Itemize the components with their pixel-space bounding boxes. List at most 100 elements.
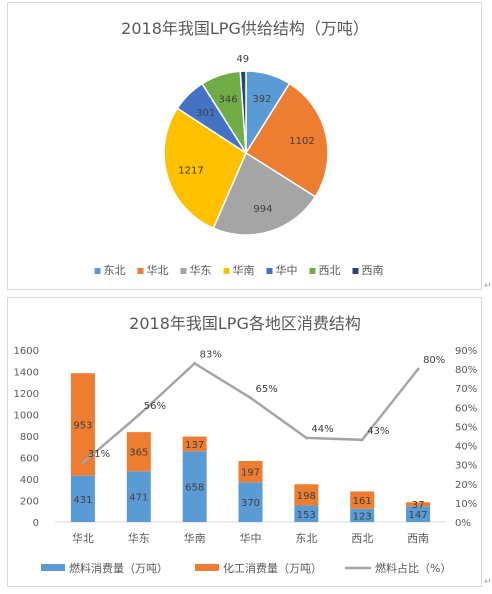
fuel-bar-东北 [294,505,319,522]
line-data-label: 80% [423,355,445,366]
fuel-share-point [81,461,85,465]
y2-tick-label: 40% [455,442,477,453]
y2-tick-label: 70% [455,384,477,395]
pie-slice-华北 [244,82,329,198]
legend-swatch [266,268,273,274]
pie-chart-title: 2018年我国LPG供给结构（万吨） [121,19,369,38]
y-tick-label: 1000 [14,411,39,422]
legend-label: 华南 [233,263,255,277]
line-data-label: 44% [311,424,333,435]
y2-tick-label: 0% [455,518,471,529]
y2-tick-label: 50% [455,422,477,433]
bar-data-label: 137 [185,440,204,451]
y-tick-label: 600 [20,454,39,465]
line-data-label: 65% [256,384,278,395]
y2-tick-label: 20% [455,480,477,491]
bar-data-label: 147 [409,510,428,521]
pie-data-label: 301 [196,108,215,119]
pie-data-label: 994 [253,204,272,215]
pie-data-label: 346 [219,95,238,106]
legend-swatch [137,268,144,274]
y-tick-label: 200 [20,497,39,508]
line-data-label: 83% [200,349,222,360]
pie-slice-华东 [212,151,317,236]
fuel-bar-西北 [350,508,375,522]
y-tick-label: 1400 [14,368,39,379]
bar-data-label: 658 [185,483,204,494]
chem-bar-华中 [238,461,263,483]
fuel-bar-华北 [70,475,95,522]
x-tick-label: 华南 [184,531,206,545]
fuel-bar-华南 [182,451,207,522]
paragraph-mark: ↵ [484,281,492,291]
chem-bar-华南 [182,436,207,452]
legend-label: 华东 [190,263,212,277]
pie-chart-panel: 2018年我国LPG供给结构（万吨） 392 1102 994 1217 301 346 49… [7,2,482,290]
paragraph-mark: ↵ [484,577,492,587]
bar-data-label: 37 [412,500,425,511]
pie-data-label: 49 [236,54,249,65]
legend-swatch [223,268,230,274]
line-data-label: 43% [367,426,389,437]
pie-slice-西南 [239,70,247,154]
x-tick-label: 华东 [128,531,150,545]
legend-label: 西北 [319,264,341,277]
pie-chart: 2018年我国LPG供给结构（万吨） 392 1102 994 1217 301 346 49… [94,19,384,277]
bar-data-label: 153 [297,510,316,521]
legend-label: 化工消费量（万吨） [223,561,322,575]
x-tick-label: 华中 [240,531,262,545]
bar-data-label: 431 [73,495,92,506]
bar-data-label: 161 [353,496,372,507]
legend-label: 华北 [147,263,169,277]
pie-data-label: 1102 [289,136,314,147]
fuel-bar-华东 [126,471,151,522]
legend-label: 西南 [362,264,384,277]
y2-tick-label: 60% [455,403,477,414]
x-tick-label: 西北 [351,532,373,545]
bar-data-label: 197 [241,468,260,479]
bar-data-label: 365 [129,448,148,459]
chem-bar-西南 [406,502,431,507]
fuel-share-point [416,367,420,371]
legend-label: 华中 [276,263,298,277]
pie-slice-华南 [163,107,247,230]
bar-data-label: 198 [297,491,316,502]
bar-data-label: 471 [129,493,148,504]
x-tick-label: 东北 [295,532,317,545]
chem-bar-东北 [294,484,319,506]
line-data-label: 31% [88,449,110,460]
legend-swatch [309,268,316,274]
legend-swatch [94,268,101,274]
chem-bar-华北 [70,373,95,476]
stacked-bar-chart: 2018年我国LPG各地区消费结构 0 200 400 600 800 1000 1200 14… [14,314,478,575]
bar-data-label: 370 [241,498,260,509]
fuel-share-point [193,361,197,365]
bar-chart-panel: 2018年我国LPG各地区消费结构 0 200 400 600 800 1000 1200 14… [7,297,482,587]
fuel-share-point [360,438,364,442]
fuel-share-point [304,436,308,440]
y-tick-label: 1600 [14,346,39,357]
y-tick-label: 1200 [14,389,39,400]
legend-swatch [352,268,359,274]
y-tick-label: 0 [33,518,39,529]
bar-data-label: 123 [353,511,372,522]
legend-label: 燃料占比（%） [375,561,451,575]
fuel-share-point [137,413,141,417]
bar-chart-title: 2018年我国LPG各地区消费结构 [129,314,361,333]
y-tick-label: 800 [20,432,39,443]
pie-data-label: 1217 [178,166,203,177]
pie-data-label: 392 [252,94,271,105]
legend-label: 燃料消费量（万吨） [69,561,168,575]
y2-tick-label: 80% [455,365,477,376]
x-tick-label: 西南 [407,532,429,545]
x-tick-label: 华北 [72,531,94,545]
legend-swatch [180,268,187,274]
fuel-share-point [249,396,252,400]
y2-tick-label: 90% [455,346,477,357]
fuel-bar-西南 [406,506,431,522]
chem-bar-华东 [126,432,151,472]
y2-tick-label: 10% [455,499,477,510]
y2-tick-label: 30% [455,461,477,472]
fuel-bar-华中 [238,482,263,522]
legend-label: 东北 [104,264,126,277]
